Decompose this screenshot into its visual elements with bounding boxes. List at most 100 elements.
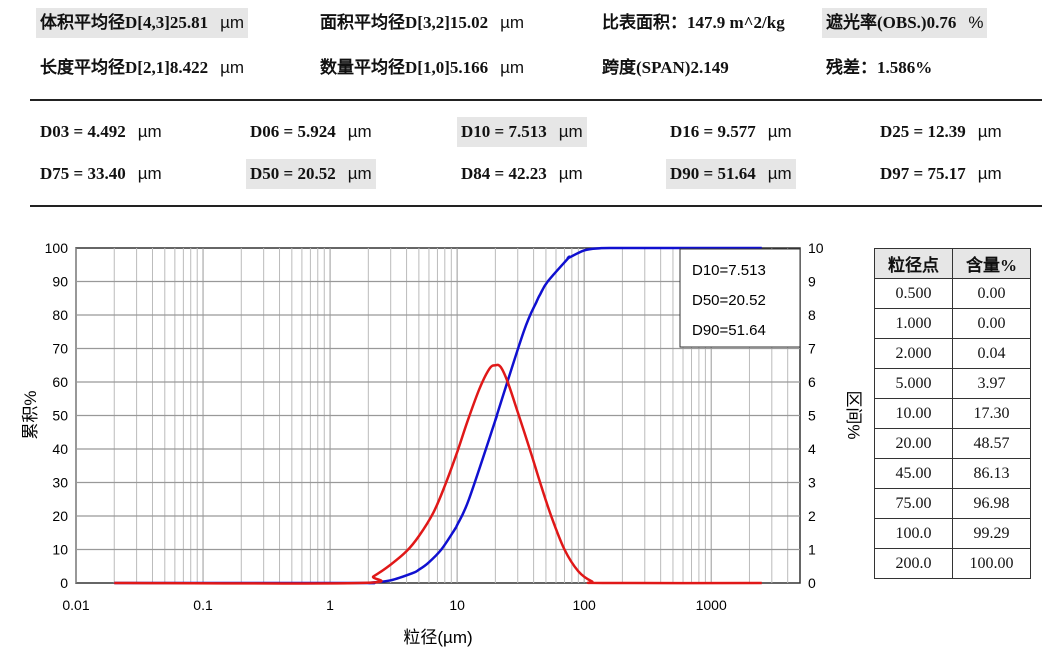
stat-label: D75 = 33.40 bbox=[40, 164, 126, 183]
table-row: 5.000 3.97 bbox=[874, 368, 1031, 399]
stat-label: 数量平均径D[1,0]5.166 bbox=[320, 58, 489, 77]
stat-unit: µm bbox=[220, 13, 245, 32]
stat-item: D84 = 42.23 µm bbox=[457, 159, 587, 189]
x-tick-label: 1000 bbox=[696, 597, 727, 613]
stat-item: 数量平均径D[1,0]5.166 µm bbox=[316, 53, 528, 83]
table-cell: 48.57 bbox=[952, 428, 1031, 459]
stat-item: D06 = 5.924 µm bbox=[246, 117, 376, 147]
table-cell: 45.00 bbox=[874, 458, 953, 489]
y-tick-label: 30 bbox=[52, 475, 68, 491]
stat-label: 跨度(SPAN)2.149 bbox=[602, 58, 729, 77]
stat-label: D03 = 4.492 bbox=[40, 122, 126, 141]
y2-tick-label: 10 bbox=[808, 240, 824, 256]
interval-curve bbox=[114, 363, 762, 585]
stat-label: D10 = 7.513 bbox=[461, 122, 547, 141]
stat-label: 比表面积：147.9 m^2/kg bbox=[602, 13, 785, 32]
y2-tick-label: 5 bbox=[808, 408, 816, 424]
y2-tick-label: 9 bbox=[808, 274, 816, 290]
stat-label: D97 = 75.17 bbox=[880, 164, 966, 183]
table-cell: 10.00 bbox=[874, 398, 953, 429]
table-cell: 86.13 bbox=[952, 458, 1031, 489]
y-tick-label: 60 bbox=[52, 374, 68, 390]
stat-unit: µm bbox=[558, 122, 583, 141]
table-header: 粒径点 bbox=[874, 248, 953, 279]
y2-tick-label: 1 bbox=[808, 542, 816, 558]
table-row: 0.500 0.00 bbox=[874, 278, 1031, 309]
x-tick-label: 1 bbox=[326, 597, 334, 613]
table-cell: 1.000 bbox=[874, 308, 953, 339]
table-cell: 3.97 bbox=[952, 368, 1031, 399]
x-tick-label: 0.01 bbox=[62, 597, 89, 613]
stat-label: D84 = 42.23 bbox=[461, 164, 547, 183]
divider bbox=[30, 205, 1042, 207]
y2-tick-label: 0 bbox=[808, 575, 816, 591]
stat-item: 遮光率(OBS.)0.76% bbox=[822, 8, 988, 38]
stat-unit: µm bbox=[137, 122, 162, 141]
stat-label: D06 = 5.924 bbox=[250, 122, 336, 141]
y-tick-label: 10 bbox=[52, 542, 68, 558]
stat-label: D25 = 12.39 bbox=[880, 122, 966, 141]
stat-unit: µm bbox=[767, 164, 792, 183]
stat-unit: µm bbox=[500, 13, 525, 32]
y-tick-label: 90 bbox=[52, 274, 68, 290]
stat-item: D25 = 12.39 µm bbox=[876, 117, 1006, 147]
stat-label: 面积平均径D[3,2]15.02 bbox=[320, 13, 489, 32]
x-tick-label: 0.1 bbox=[193, 597, 213, 613]
y-tick-label: 50 bbox=[52, 408, 68, 424]
y2-tick-label: 2 bbox=[808, 508, 816, 524]
table-cell: 5.000 bbox=[874, 368, 953, 399]
y2-tick-label: 3 bbox=[808, 475, 816, 491]
stat-unit: µm bbox=[558, 164, 583, 183]
ticks: 0.01 0.1 1 10 100 100001020304050607080901000… bbox=[45, 240, 824, 613]
table-cell: 2.000 bbox=[874, 338, 953, 369]
y-tick-label: 70 bbox=[52, 341, 68, 357]
y-tick-label: 100 bbox=[45, 240, 69, 256]
stat-label: 遮光率(OBS.)0.76 bbox=[826, 13, 957, 32]
stat-label: D90 = 51.64 bbox=[670, 164, 756, 183]
y-tick-label: 40 bbox=[52, 441, 68, 457]
table-cell: 17.30 bbox=[952, 398, 1031, 429]
y-axis-label: 累积% bbox=[21, 390, 40, 439]
stat-item: D90 = 51.64 µm bbox=[666, 159, 796, 189]
stat-unit: µm bbox=[767, 122, 792, 141]
stat-item: D50 = 20.52 µm bbox=[246, 159, 376, 189]
size-content-table: 粒径点 含量% 0.500 0.00 1.000 0.00 2.000 0.04 5.000… bbox=[874, 248, 1031, 579]
stat-item: D10 = 7.513 µm bbox=[457, 117, 587, 147]
table-cell: 0.00 bbox=[952, 308, 1031, 339]
stat-label: D16 = 9.577 bbox=[670, 122, 756, 141]
table-cell: 0.00 bbox=[952, 278, 1031, 309]
table-cell: 0.500 bbox=[874, 278, 953, 309]
stat-item: 跨度(SPAN)2.149 bbox=[598, 53, 733, 83]
stat-item: 比表面积：147.9 m^2/kg bbox=[598, 8, 789, 38]
x-tick-label: 10 bbox=[449, 597, 465, 613]
stat-item: D16 = 9.577 µm bbox=[666, 117, 796, 147]
stat-item: 体积平均径D[4,3]25.81 µm bbox=[36, 8, 249, 38]
table-row: 10.00 17.30 bbox=[874, 398, 1031, 429]
curves bbox=[114, 246, 762, 585]
stat-label: D50 = 20.52 bbox=[250, 164, 336, 183]
table-header: 含量% bbox=[952, 248, 1031, 279]
table-row: 20.00 48.57 bbox=[874, 428, 1031, 459]
stat-unit: µm bbox=[347, 164, 372, 183]
table-row: 75.00 96.98 bbox=[874, 488, 1031, 519]
stat-unit: µm bbox=[977, 122, 1002, 141]
table-row: 200.0 100.00 bbox=[874, 548, 1031, 579]
stat-label: 长度平均径D[2,1]8.422 bbox=[40, 58, 209, 77]
stat-unit: µm bbox=[220, 58, 245, 77]
table-cell: 200.0 bbox=[874, 548, 953, 579]
legend-d90: D90=51.64 bbox=[692, 322, 766, 339]
stat-unit: µm bbox=[347, 122, 372, 141]
stat-unit: µm bbox=[977, 164, 1002, 183]
stat-unit: µm bbox=[500, 58, 525, 77]
table-cell: 96.98 bbox=[952, 488, 1031, 519]
y-tick-label: 80 bbox=[52, 307, 68, 323]
table-row: 100.0 99.29 bbox=[874, 518, 1031, 549]
table-cell: 99.29 bbox=[952, 518, 1031, 549]
y2-tick-label: 6 bbox=[808, 374, 816, 390]
stat-item: 残差：1.586% bbox=[822, 53, 936, 83]
table-cell: 20.00 bbox=[874, 428, 953, 459]
stat-item: D97 = 75.17 µm bbox=[876, 159, 1006, 189]
stat-item: D03 = 4.492 µm bbox=[36, 117, 166, 147]
table-cell: 0.04 bbox=[952, 338, 1031, 369]
table-row: 2.000 0.04 bbox=[874, 338, 1031, 369]
